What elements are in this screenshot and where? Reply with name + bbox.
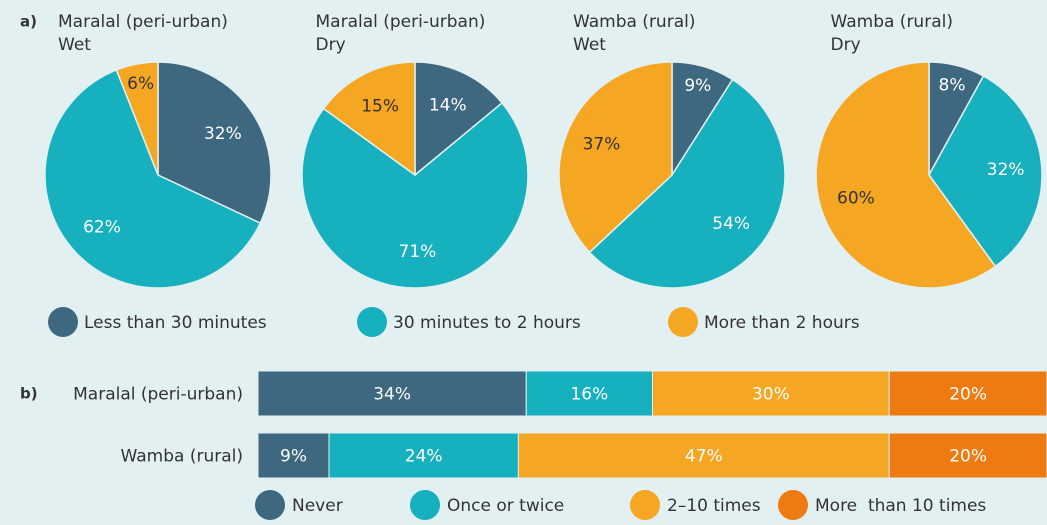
bar-segment: [257, 432, 330, 479]
slice-label: 54%: [712, 214, 750, 234]
bar-segment: [888, 370, 1047, 417]
legend-label: More than 2 hours: [704, 313, 860, 333]
slice-label: 32%: [987, 160, 1025, 180]
bar-label: 16%: [570, 385, 608, 405]
slice-label: 32%: [204, 124, 242, 144]
legend-swatch: [410, 490, 440, 520]
slice-label: 60%: [837, 189, 875, 209]
bar-segment: [888, 432, 1047, 479]
pie-slice: [115, 61, 159, 176]
bar-segment: [652, 370, 890, 417]
pie-subtitle: Wet: [58, 35, 91, 55]
legend-swatch: [357, 307, 387, 337]
pie-slice: [558, 61, 673, 254]
bar-label: 20%: [949, 447, 987, 467]
legend-label: Once or twice: [447, 496, 564, 516]
slice-label: 8%: [939, 75, 966, 95]
legend-label: Less than 30 minutes: [84, 313, 267, 333]
bar-label: 24%: [405, 447, 443, 467]
pie-slice: [301, 101, 529, 289]
slice-label: 62%: [83, 218, 121, 238]
legend-label: 30 minutes to 2 hours: [393, 313, 581, 333]
pie-subtitle: Wet: [573, 35, 606, 55]
legend-label: More than 10 times: [815, 496, 986, 516]
slice-label: 37%: [583, 134, 621, 154]
pie-title: Wamba (rural): [831, 12, 953, 32]
legend-swatch: [630, 490, 660, 520]
pie-title: Maralal (peri-urban): [316, 12, 486, 32]
bar-segment: [525, 370, 654, 417]
legend-label: Never: [292, 496, 343, 516]
pie-slice: [157, 61, 272, 225]
slice-label: 15%: [361, 97, 399, 117]
bar-segment: [328, 432, 519, 479]
bar-segment: [517, 432, 890, 479]
legend-label: 2–10 times: [667, 496, 761, 516]
bar-label: 20%: [949, 385, 987, 405]
pie-title: Wamba (rural): [573, 12, 695, 32]
category-label: Wamba (rural): [121, 447, 243, 467]
pie-title: Maralal (peri-urban): [58, 12, 228, 32]
pie-slice: [322, 61, 416, 177]
pie-slice: [815, 61, 997, 289]
slice-label: 9%: [684, 76, 711, 96]
pie-slice: [928, 74, 1043, 268]
panel-label: a): [20, 13, 37, 31]
legend-swatch: [778, 490, 808, 520]
category-label: Maralal (peri-urban): [73, 385, 243, 405]
bar-label: 34%: [373, 385, 411, 405]
bar-label: 30%: [752, 385, 790, 405]
legend-swatch: [668, 307, 698, 337]
legend-swatch: [48, 307, 78, 337]
slice-label: 14%: [429, 95, 467, 115]
panel-label: b): [20, 385, 38, 403]
pie-slice: [588, 78, 786, 289]
bar-label: 9%: [280, 447, 307, 467]
pie-subtitle: Dry: [831, 35, 861, 55]
bar-label: 47%: [685, 447, 723, 467]
bar-segment: [257, 370, 527, 417]
pie-slice: [414, 61, 504, 177]
slice-label: 6%: [127, 74, 154, 94]
legend-swatch: [255, 490, 285, 520]
pie-slice: [44, 68, 262, 289]
slice-label: 71%: [399, 242, 437, 262]
pie-subtitle: Dry: [316, 35, 346, 55]
